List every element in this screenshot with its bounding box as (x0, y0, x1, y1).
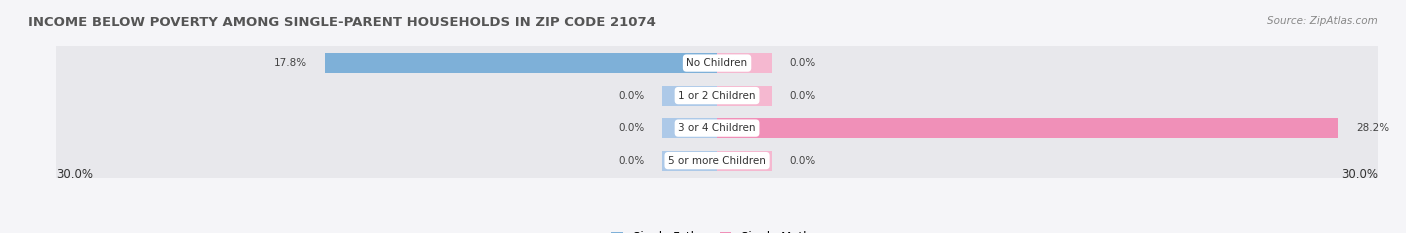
Bar (717, 53, 772, 73)
Bar (56, 46, 1378, 80)
Text: 0.0%: 0.0% (619, 123, 644, 133)
Text: 0.0%: 0.0% (790, 156, 815, 166)
Text: 0.0%: 0.0% (619, 91, 644, 101)
Bar (717, 86, 772, 106)
Text: 30.0%: 30.0% (1341, 168, 1378, 181)
Text: 0.0%: 0.0% (790, 58, 815, 68)
Bar (662, 86, 717, 106)
Text: INCOME BELOW POVERTY AMONG SINGLE-PARENT HOUSEHOLDS IN ZIP CODE 21074: INCOME BELOW POVERTY AMONG SINGLE-PARENT… (28, 16, 657, 29)
Text: 3 or 4 Children: 3 or 4 Children (678, 123, 756, 133)
Text: 5 or more Children: 5 or more Children (668, 156, 766, 166)
Bar (717, 151, 772, 171)
Bar (717, 118, 1339, 138)
Text: No Children: No Children (686, 58, 748, 68)
Text: 30.0%: 30.0% (56, 168, 93, 181)
Text: 28.2%: 28.2% (1355, 123, 1389, 133)
Legend: Single Father, Single Mother: Single Father, Single Mother (607, 226, 827, 233)
Text: 0.0%: 0.0% (790, 91, 815, 101)
Text: 0.0%: 0.0% (619, 156, 644, 166)
Bar (56, 144, 1378, 178)
Text: Source: ZipAtlas.com: Source: ZipAtlas.com (1267, 16, 1378, 26)
Bar (662, 118, 717, 138)
Bar (56, 79, 1378, 113)
Text: 1 or 2 Children: 1 or 2 Children (678, 91, 756, 101)
Bar (662, 151, 717, 171)
Text: 17.8%: 17.8% (274, 58, 308, 68)
Bar (325, 53, 717, 73)
Bar (56, 111, 1378, 145)
